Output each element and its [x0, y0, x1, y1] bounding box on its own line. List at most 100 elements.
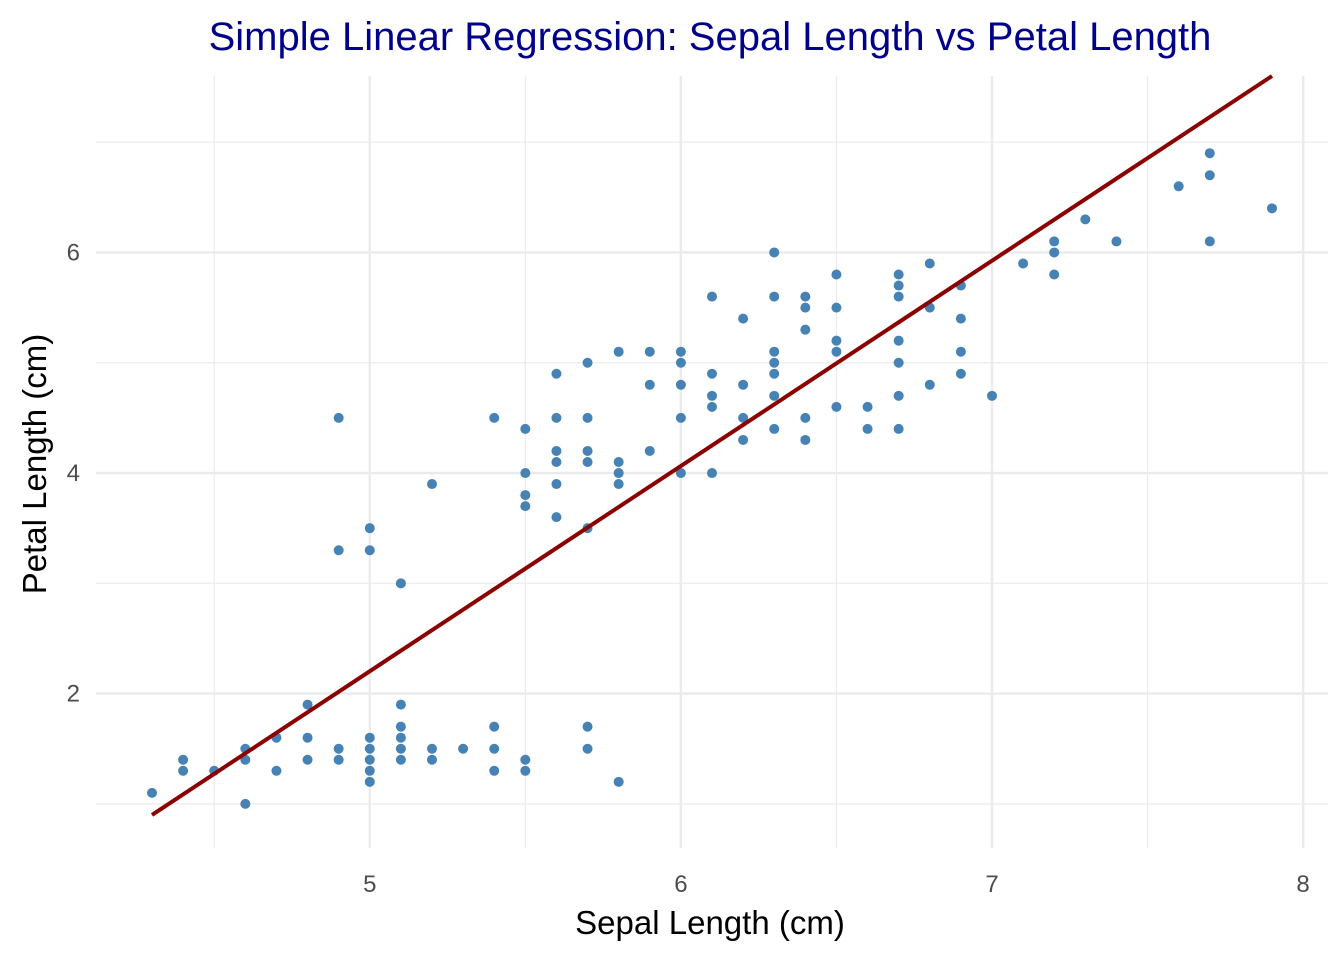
data-point	[364, 765, 375, 776]
data-point	[831, 346, 842, 357]
x-axis-title: Sepal Length (cm)	[575, 904, 845, 941]
data-point	[831, 269, 842, 280]
data-point	[427, 754, 437, 765]
data-point	[364, 523, 375, 534]
data-point	[769, 423, 780, 434]
data-point	[769, 357, 780, 368]
data-point	[1204, 170, 1215, 181]
data-point	[613, 346, 624, 357]
data-point	[955, 313, 966, 324]
data-point	[364, 545, 375, 556]
x-tick-label: 7	[985, 871, 998, 898]
data-point	[364, 743, 375, 754]
data-point	[893, 280, 904, 291]
data-point	[489, 412, 500, 423]
data-point	[551, 445, 562, 456]
data-point	[551, 412, 562, 423]
data-point	[582, 412, 593, 423]
data-point	[1111, 236, 1122, 247]
data-point	[395, 721, 406, 732]
data-point	[333, 754, 344, 765]
data-point	[613, 468, 624, 479]
data-point	[364, 776, 375, 787]
data-point	[831, 401, 842, 412]
data-point	[707, 468, 717, 479]
data-point	[333, 412, 344, 423]
data-point	[1173, 181, 1184, 192]
data-point	[738, 434, 749, 445]
data-point	[364, 754, 375, 765]
data-point	[893, 390, 904, 401]
data-point	[395, 578, 406, 589]
data-point	[395, 754, 406, 765]
y-axis-title: Petal Length (cm)	[16, 334, 53, 594]
data-point	[520, 501, 531, 512]
data-point	[738, 379, 749, 390]
data-point	[395, 732, 406, 743]
data-point	[893, 291, 904, 302]
data-point	[675, 357, 686, 368]
data-point	[769, 368, 780, 379]
data-point	[489, 721, 500, 732]
data-point	[458, 743, 469, 754]
data-point	[893, 269, 904, 280]
data-point	[240, 798, 251, 809]
data-point	[1267, 203, 1277, 214]
data-point	[333, 743, 344, 754]
data-point	[644, 346, 655, 357]
data-point	[769, 390, 780, 401]
data-point	[800, 324, 811, 335]
y-tick-labels: 2 4 6	[67, 239, 80, 707]
data-point	[644, 445, 655, 456]
data-point	[644, 379, 655, 390]
data-point	[427, 743, 437, 754]
data-point	[1049, 247, 1060, 258]
data-point	[707, 401, 717, 412]
data-point	[178, 754, 189, 765]
data-point	[675, 346, 686, 357]
data-point	[395, 743, 406, 754]
data-point	[924, 379, 935, 390]
data-point	[769, 247, 780, 258]
data-point	[675, 379, 686, 390]
y-tick-label: 4	[67, 460, 80, 487]
minor-gridlines	[96, 76, 1328, 848]
data-point	[1204, 236, 1215, 247]
data-point	[1049, 236, 1060, 247]
data-point	[582, 457, 593, 467]
data-point	[489, 765, 500, 776]
data-point	[178, 765, 189, 776]
data-point	[582, 743, 593, 754]
x-tick-label: 6	[674, 871, 687, 898]
data-point	[707, 390, 717, 401]
data-point	[613, 457, 624, 467]
data-point	[551, 479, 562, 490]
data-points	[147, 148, 1277, 809]
data-point	[769, 291, 780, 302]
data-point	[862, 401, 873, 412]
data-point	[147, 787, 157, 798]
data-point	[582, 445, 593, 456]
data-point	[893, 423, 904, 434]
data-point	[395, 699, 406, 710]
data-point	[520, 468, 531, 479]
x-tick-labels: 5 6 7 8	[363, 871, 1310, 898]
y-tick-label: 6	[67, 239, 80, 266]
data-point	[924, 258, 935, 269]
data-point	[738, 412, 749, 423]
data-point	[427, 479, 437, 490]
data-point	[800, 291, 811, 302]
data-point	[302, 699, 313, 710]
data-point	[302, 732, 313, 743]
data-point	[707, 291, 717, 302]
data-point	[551, 368, 562, 379]
data-point	[520, 765, 531, 776]
chart-title: Simple Linear Regression: Sepal Length v…	[209, 15, 1212, 59]
data-point	[1080, 214, 1091, 225]
data-point	[333, 545, 344, 556]
data-point	[987, 390, 997, 401]
x-tick-label: 5	[363, 871, 376, 898]
data-point	[955, 368, 966, 379]
data-point	[893, 357, 904, 368]
